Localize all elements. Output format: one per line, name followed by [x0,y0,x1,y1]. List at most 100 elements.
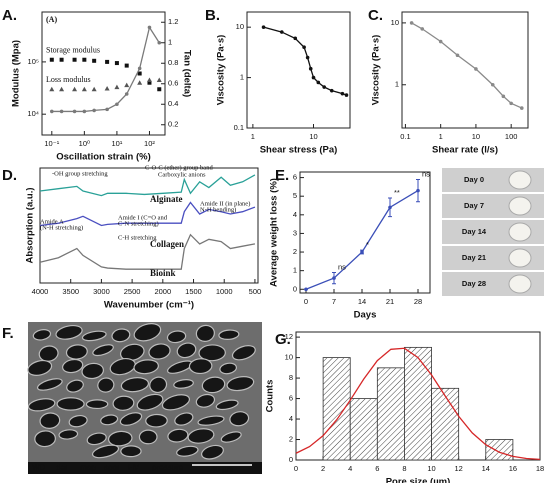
x-tick-label: 7 [332,297,336,306]
pore [133,323,162,342]
scale-bar-label: 40 µm [211,465,234,474]
significance-label: ns [338,263,346,272]
point [311,75,316,80]
pore [27,359,53,376]
hydrogel-sample [508,248,532,268]
plot-frame [246,11,351,129]
point [59,57,64,62]
pore [173,379,194,389]
point [455,53,460,58]
pore [120,445,142,458]
x-tick-label: 21 [386,297,394,306]
x-tick-label: 0 [304,297,308,306]
histogram-bar [431,387,460,461]
series-line [39,233,256,270]
point [308,66,313,71]
x-tick-label: 10² [144,139,155,148]
x-axis-label: Days [354,310,377,321]
info-label: spot [104,463,120,472]
pore [34,430,56,448]
info-label: HV [128,463,140,472]
pore [176,342,197,359]
series-line [263,26,347,96]
y-tick-label: 0.1 [234,123,244,132]
point [91,86,97,92]
histogram-bar [485,439,514,461]
pore [66,379,84,393]
pore [218,329,240,341]
y2-tick-label: 0.4 [168,99,178,108]
point [147,80,152,85]
annotation: Amide A [40,218,64,225]
pore [167,428,189,443]
significance-label: ns [422,169,430,178]
point [105,59,110,64]
plot-frame [41,11,166,136]
y-tick-label: 1 [293,266,297,275]
x-tick-label: 0 [294,464,298,473]
x-tick-label: 14 [358,297,366,306]
pore [58,429,79,440]
pore [55,325,83,340]
x-tick-label: 0.1 [400,132,410,141]
info-label: pressure [152,463,184,472]
annotation: -OH group stretching [52,170,108,177]
pore [120,377,150,393]
annotation: C-O-C (ether) group band- [145,164,215,171]
x-tick-label: 4 [348,464,352,473]
point [156,77,162,83]
pore [91,444,120,459]
y-axis-label: Absorption (a.u.) [25,188,36,264]
point [409,21,414,25]
pore [111,328,131,343]
x-tick-label: 14 [482,464,490,473]
y-tick-label: 1 [395,80,399,89]
hydrogel-sample [508,222,532,242]
point [388,205,392,210]
point [305,55,310,60]
pore [27,398,56,412]
y-tick-label: 6 [289,394,293,403]
annotation: (N-H stretching) [40,224,83,231]
x-tick-label: 18 [536,464,544,473]
x-tick-label: 16 [509,464,517,473]
x-tick-label: 2000 [154,287,171,296]
panel-label: E. [275,167,289,184]
x-tick-label: 10¹ [111,139,122,148]
pore [119,412,143,426]
point [293,36,298,41]
pore [149,376,168,394]
series-label: Collagen [150,239,184,249]
y-axis-label: Modulus (Mpa) [11,40,22,107]
chart-title: (A) [46,15,57,24]
pore [56,397,85,411]
x-tick-label: 1000 [216,287,233,296]
y-tick-label: 0 [293,284,297,293]
point [147,25,152,30]
series-line [411,22,523,109]
point [474,67,478,71]
point [316,80,321,85]
point [360,250,364,254]
x-tick-label: 1 [439,132,443,141]
photo-label: Day 28 [462,279,486,288]
point [146,77,152,83]
y2-tick-label: 0.6 [168,79,178,88]
pore [197,415,225,426]
x-tick-label: 28 [414,297,422,306]
x-tick-label: 10⁰ [79,139,90,148]
point [137,80,143,85]
hydrogel-sample [508,274,532,294]
significance-label: * [366,240,369,249]
point [105,107,109,112]
info-label: mag [80,463,96,472]
x-tick-label: 6 [375,464,379,473]
pore [174,412,194,426]
x-tick-label: 3000 [93,287,110,296]
x-tick-label: 10 [427,464,435,473]
x-tick-label: 10 [472,132,480,141]
y-axis-label: Average weight loss (%) [269,178,280,287]
y-axis-label: Counts [265,380,276,413]
x-tick-label: 10⁻¹ [44,139,59,148]
x-tick-label: 2 [321,464,325,473]
